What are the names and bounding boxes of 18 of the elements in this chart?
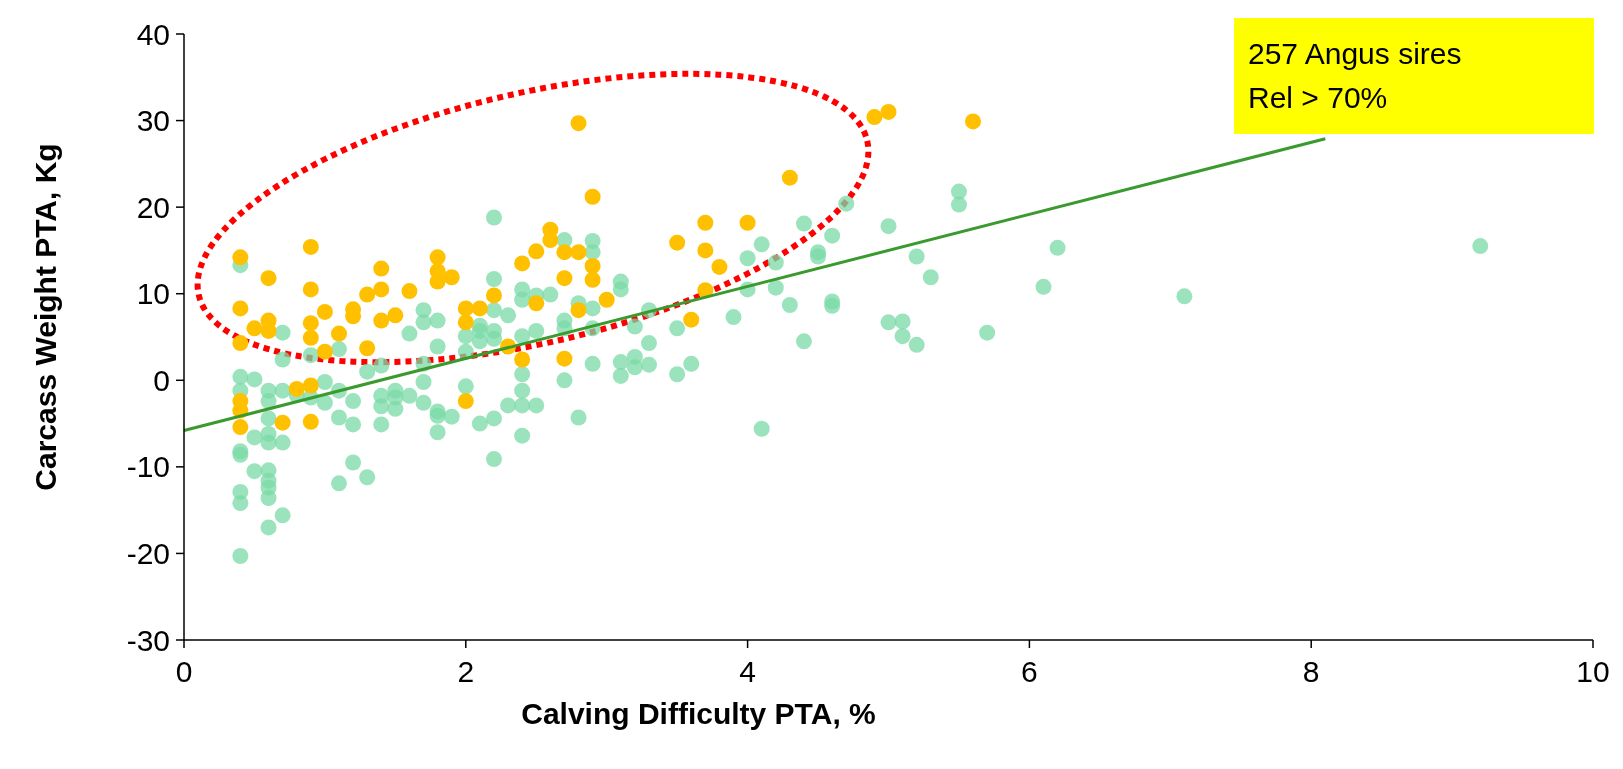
y-tick-label: 40 [136,17,170,51]
y-tick-label: -20 [126,536,170,570]
x-tick-label: 0 [175,655,193,688]
y-axis-title: Carcass Weight PTA, Kg [29,143,62,491]
annotation: Rel > 70% [1248,81,1388,114]
y-tick-label: 30 [136,104,170,138]
y-tick-label: 10 [136,277,170,311]
x-tick-label: 8 [1302,655,1320,688]
x-tick-label: 4 [739,655,756,688]
y-tick-label: 20 [136,190,170,224]
y-tick-label: 0 [153,363,170,397]
y-tick-label: -30 [126,623,170,657]
x-axis-title: Calving Difficulty PTA, % [521,697,876,730]
annotation: 257 Angus sires [1248,37,1462,70]
x-tick-label: 2 [457,655,475,688]
x-tick-label: 6 [1021,655,1038,688]
y-tick-label: -10 [126,450,170,484]
x-tick-label: 10 [1576,655,1610,688]
